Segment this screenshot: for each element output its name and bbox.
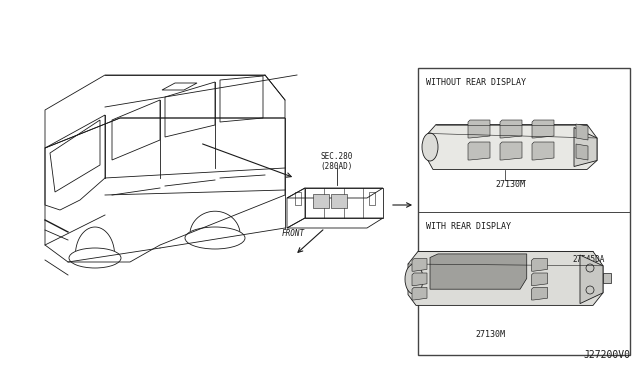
- Polygon shape: [428, 125, 597, 170]
- Text: 27130M: 27130M: [495, 180, 525, 189]
- Polygon shape: [331, 194, 347, 208]
- Polygon shape: [532, 120, 554, 138]
- Polygon shape: [408, 251, 603, 305]
- Text: 27545DA: 27545DA: [572, 256, 604, 264]
- Polygon shape: [468, 120, 490, 138]
- Ellipse shape: [405, 264, 423, 294]
- Polygon shape: [531, 288, 547, 300]
- Bar: [418, 68, 630, 355]
- Polygon shape: [532, 142, 554, 160]
- Polygon shape: [468, 142, 490, 160]
- Polygon shape: [412, 273, 427, 286]
- Text: WITH REAR DISPLAY: WITH REAR DISPLAY: [426, 221, 511, 231]
- Polygon shape: [574, 128, 597, 167]
- Polygon shape: [580, 255, 603, 304]
- Polygon shape: [576, 124, 588, 140]
- Ellipse shape: [422, 133, 438, 161]
- Text: J27200V0: J27200V0: [583, 350, 630, 360]
- Text: 27130M: 27130M: [475, 330, 505, 339]
- Polygon shape: [500, 120, 522, 138]
- Polygon shape: [603, 273, 611, 283]
- Polygon shape: [412, 259, 427, 271]
- Text: WITHOUT REAR DISPLAY: WITHOUT REAR DISPLAY: [426, 78, 526, 87]
- Polygon shape: [531, 273, 547, 286]
- Text: SEC.280
(280AD): SEC.280 (280AD): [321, 152, 353, 171]
- Polygon shape: [500, 142, 522, 160]
- Polygon shape: [576, 144, 588, 160]
- Polygon shape: [430, 254, 527, 289]
- Polygon shape: [531, 259, 547, 271]
- Text: FRONT: FRONT: [282, 229, 305, 238]
- Polygon shape: [313, 194, 329, 208]
- Polygon shape: [412, 288, 427, 300]
